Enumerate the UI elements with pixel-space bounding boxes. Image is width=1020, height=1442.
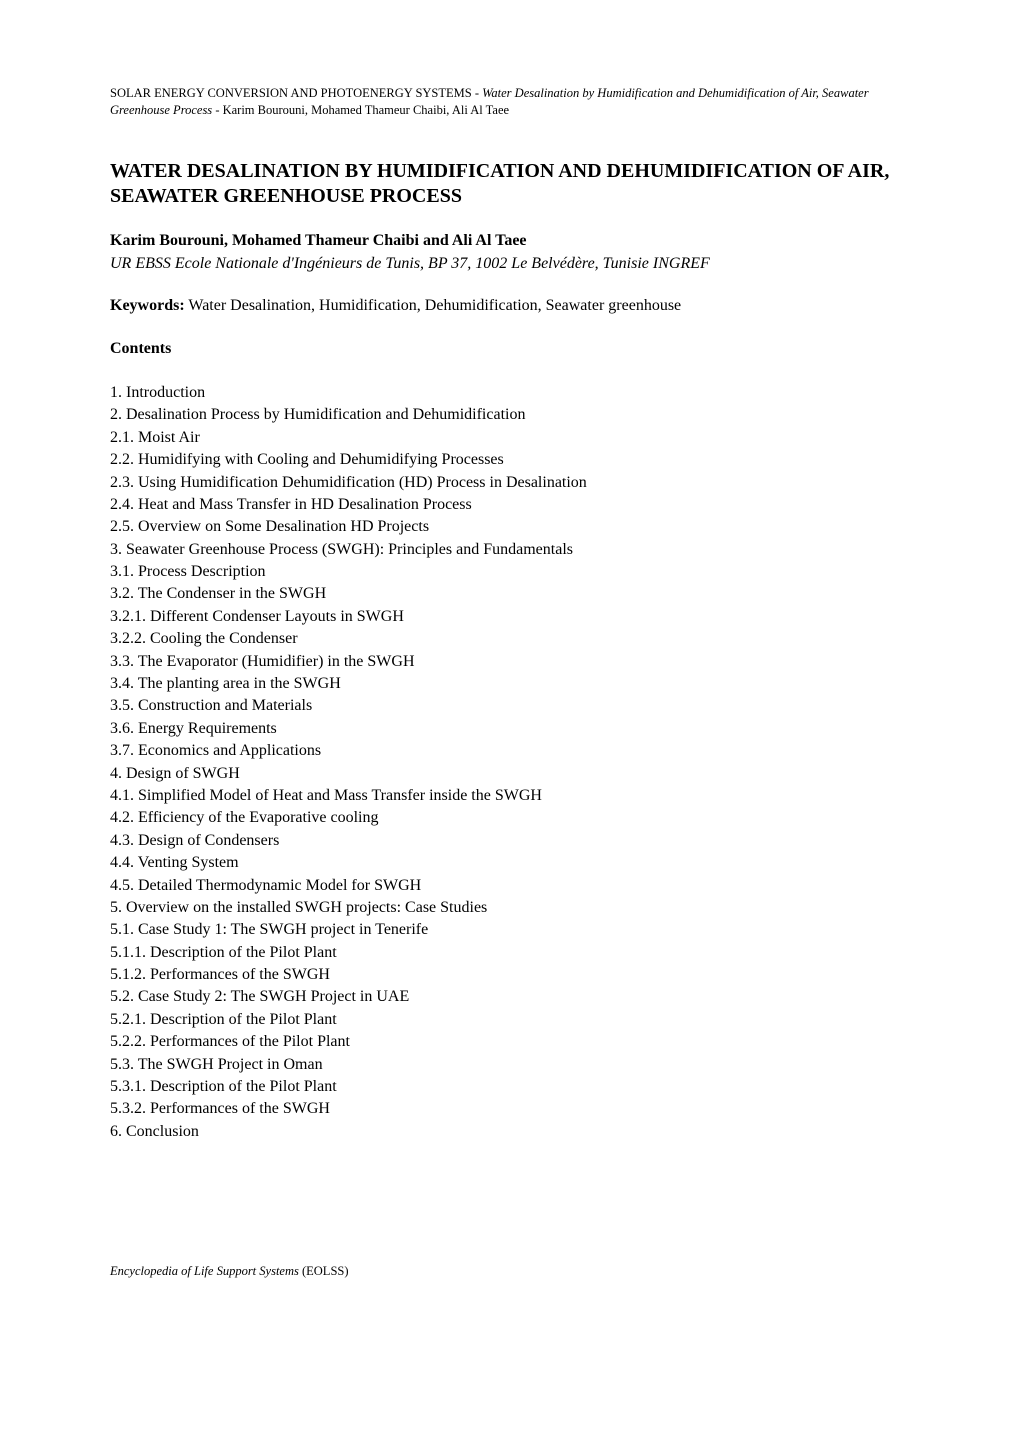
header-separator: - — [472, 86, 482, 100]
footer-normal: (EOLSS) — [299, 1264, 349, 1278]
toc-item: 2.1. Moist Air — [110, 427, 910, 449]
toc-item: 4.1. Simplified Model of Heat and Mass T… — [110, 785, 910, 807]
toc-item: 5.2.1. Description of the Pilot Plant — [110, 1009, 910, 1031]
toc-item: 4.4. Venting System — [110, 852, 910, 874]
toc-item: 2. Desalination Process by Humidificatio… — [110, 404, 910, 426]
toc-item: 5.1.1. Description of the Pilot Plant — [110, 942, 910, 964]
toc-item: 4.2. Efficiency of the Evaporative cooli… — [110, 807, 910, 829]
toc-item: 3.6. Energy Requirements — [110, 718, 910, 740]
toc-item: 5.3.2. Performances of the SWGH — [110, 1098, 910, 1120]
toc-item: 3.2.2. Cooling the Condenser — [110, 628, 910, 650]
header-authors: - Karim Bourouni, Mohamed Thameur Chaibi… — [212, 103, 509, 117]
toc-item: 3. Seawater Greenhouse Process (SWGH): P… — [110, 539, 910, 561]
keywords-block: Keywords: Water Desalination, Humidifica… — [110, 296, 910, 317]
keywords-label: Keywords: — [110, 297, 185, 314]
toc-item: 3.1. Process Description — [110, 561, 910, 583]
toc-item: 3.4. The planting area in the SWGH — [110, 673, 910, 695]
toc-item: 5.1. Case Study 1: The SWGH project in T… — [110, 919, 910, 941]
toc-item: 5. Overview on the installed SWGH projec… — [110, 897, 910, 919]
toc-item: 1. Introduction — [110, 382, 910, 404]
affiliation: UR EBSS Ecole Nationale d'Ingénieurs de … — [110, 254, 910, 275]
toc-item: 6. Conclusion — [110, 1121, 910, 1143]
toc-item: 5.3. The SWGH Project in Oman — [110, 1054, 910, 1076]
toc-item: 3.2. The Condenser in the SWGH — [110, 583, 910, 605]
toc-item: 3.7. Economics and Applications — [110, 740, 910, 762]
page-header: SOLAR ENERGY CONVERSION AND PHOTOENERGY … — [110, 85, 910, 119]
toc-item: 4.3. Design of Condensers — [110, 830, 910, 852]
toc-list: 1. Introduction2. Desalination Process b… — [110, 382, 910, 1143]
toc-item: 2.3. Using Humidification Dehumidificati… — [110, 472, 910, 494]
header-series: SOLAR ENERGY CONVERSION AND PHOTOENERGY … — [110, 86, 472, 100]
toc-item: 4.5. Detailed Thermodynamic Model for SW… — [110, 875, 910, 897]
toc-item: 3.5. Construction and Materials — [110, 695, 910, 717]
toc-item: 4. Design of SWGH — [110, 763, 910, 785]
toc-item: 2.4. Heat and Mass Transfer in HD Desali… — [110, 494, 910, 516]
authors-line: Karim Bourouni, Mohamed Thameur Chaibi a… — [110, 231, 910, 252]
toc-item: 2.2. Humidifying with Cooling and Dehumi… — [110, 449, 910, 471]
toc-item: 3.2.1. Different Condenser Layouts in SW… — [110, 606, 910, 628]
toc-item: 2.5. Overview on Some Desalination HD Pr… — [110, 516, 910, 538]
toc-item: 5.1.2. Performances of the SWGH — [110, 964, 910, 986]
toc-item: 3.3. The Evaporator (Humidifier) in the … — [110, 651, 910, 673]
toc-item: 5.2.2. Performances of the Pilot Plant — [110, 1031, 910, 1053]
article-title: WATER DESALINATION BY HUMIDIFICATION AND… — [110, 159, 910, 209]
footer-italic: Encyclopedia of Life Support Systems — [110, 1264, 299, 1278]
keywords-text: Water Desalination, Humidification, Dehu… — [185, 297, 681, 314]
page-footer: Encyclopedia of Life Support Systems (EO… — [110, 1263, 910, 1279]
contents-label: Contents — [110, 339, 910, 360]
toc-item: 5.2. Case Study 2: The SWGH Project in U… — [110, 986, 910, 1008]
toc-item: 5.3.1. Description of the Pilot Plant — [110, 1076, 910, 1098]
